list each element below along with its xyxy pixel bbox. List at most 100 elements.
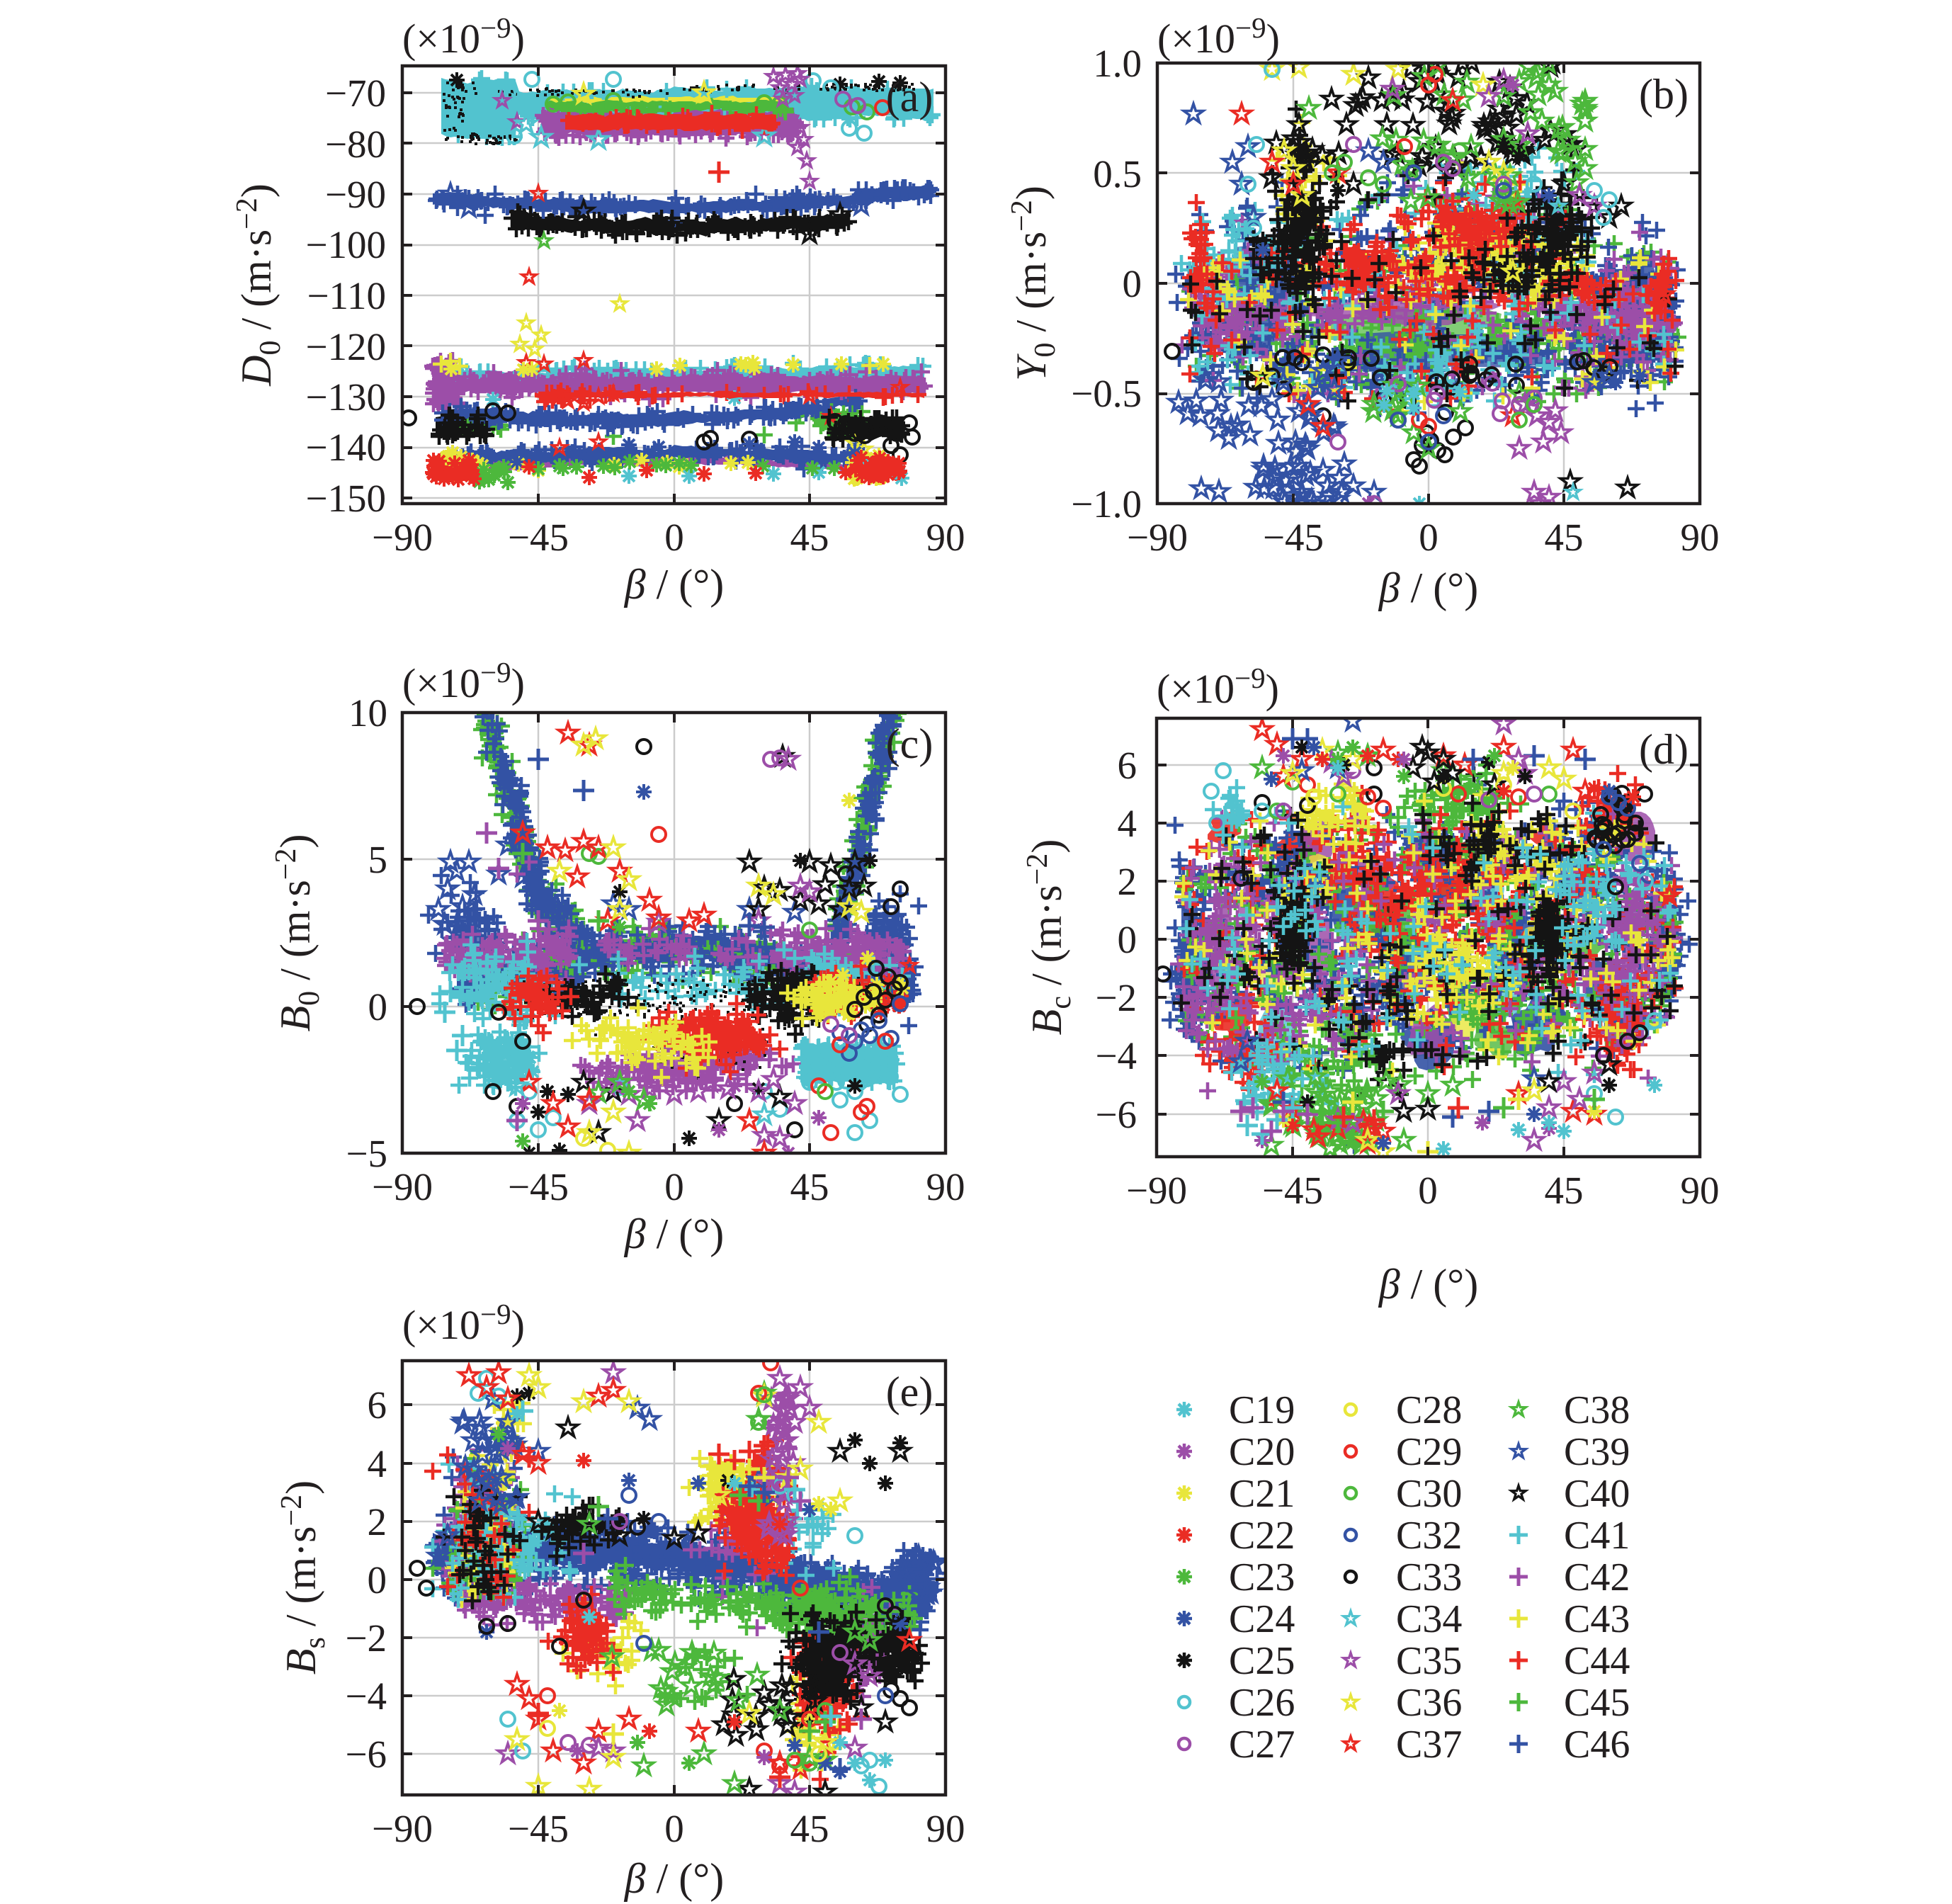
svg-text:−90: −90: [372, 1165, 433, 1208]
svg-text:C30: C30: [1396, 1472, 1462, 1516]
svg-text:(×10−9): (×10−9): [1157, 662, 1279, 712]
svg-text:C34: C34: [1396, 1597, 1462, 1641]
svg-text:−4: −4: [1095, 1034, 1137, 1077]
svg-text:B0 / (m·s−2): B0 / (m·s−2): [270, 834, 326, 1032]
svg-text:Bs / (m·s−2): Bs / (m·s−2): [276, 1480, 331, 1674]
svg-text:C24: C24: [1229, 1597, 1295, 1641]
svg-text:C32: C32: [1396, 1514, 1462, 1558]
svg-text:−150: −150: [305, 477, 386, 520]
svg-text:6: 6: [1118, 744, 1137, 787]
svg-text:0: 0: [664, 1165, 684, 1208]
svg-text:−130: −130: [305, 375, 386, 419]
svg-text:0: 0: [368, 985, 388, 1028]
svg-text:5: 5: [368, 838, 388, 881]
svg-text:Y0 / (m·s−2): Y0 / (m·s−2): [1006, 186, 1062, 381]
svg-text:β / (°): β / (°): [1378, 1261, 1479, 1308]
svg-text:C28: C28: [1396, 1388, 1462, 1432]
svg-text:Bc / (m·s−2): Bc / (m·s−2): [1021, 839, 1077, 1036]
svg-text:C37: C37: [1396, 1723, 1462, 1767]
svg-text:−120: −120: [305, 325, 386, 368]
svg-text:−100: −100: [305, 223, 386, 266]
svg-text:C46: C46: [1564, 1723, 1630, 1767]
svg-text:C20: C20: [1229, 1430, 1295, 1474]
svg-text:−45: −45: [508, 1165, 569, 1208]
svg-text:4: 4: [368, 1442, 387, 1485]
svg-text:90: 90: [1681, 516, 1720, 559]
svg-text:β / (°): β / (°): [624, 1855, 725, 1902]
svg-text:C19: C19: [1229, 1388, 1295, 1432]
svg-text:C23: C23: [1229, 1556, 1295, 1599]
svg-text:C44: C44: [1564, 1639, 1630, 1683]
svg-text:−2: −2: [1095, 976, 1137, 1019]
svg-text:β / (°): β / (°): [624, 1211, 725, 1257]
svg-text:C42: C42: [1564, 1556, 1630, 1599]
svg-text:−80: −80: [325, 123, 386, 166]
svg-text:(c): (c): [886, 720, 934, 767]
svg-text:−90: −90: [1126, 1169, 1187, 1212]
svg-text:β / (°): β / (°): [624, 561, 725, 608]
svg-text:0: 0: [664, 516, 684, 559]
svg-text:−45: −45: [508, 516, 569, 559]
svg-text:C39: C39: [1564, 1430, 1630, 1474]
svg-text:(b): (b): [1639, 71, 1689, 118]
svg-text:0: 0: [368, 1558, 387, 1602]
svg-text:−6: −6: [1095, 1093, 1137, 1136]
svg-text:C38: C38: [1564, 1388, 1630, 1432]
svg-text:−110: −110: [307, 274, 386, 317]
svg-text:C27: C27: [1229, 1723, 1295, 1767]
svg-text:(×10−9): (×10−9): [402, 1298, 525, 1348]
svg-text:6: 6: [368, 1383, 387, 1427]
svg-text:C22: C22: [1229, 1514, 1295, 1558]
svg-text:−45: −45: [508, 1807, 569, 1850]
svg-text:C35: C35: [1396, 1639, 1462, 1683]
svg-text:C45: C45: [1564, 1681, 1630, 1725]
svg-text:0.5: 0.5: [1093, 152, 1142, 196]
svg-text:0: 0: [664, 1807, 684, 1850]
svg-text:−90: −90: [372, 1807, 433, 1850]
svg-text:C40: C40: [1564, 1472, 1630, 1516]
svg-text:C33: C33: [1396, 1556, 1462, 1599]
svg-text:−5: −5: [346, 1132, 387, 1175]
svg-text:C26: C26: [1229, 1681, 1295, 1725]
svg-text:2: 2: [1118, 860, 1137, 903]
svg-text:45: 45: [1545, 1169, 1584, 1212]
svg-text:(a): (a): [886, 74, 934, 120]
svg-text:90: 90: [926, 1807, 965, 1850]
svg-text:0: 0: [1418, 1169, 1438, 1212]
svg-text:−140: −140: [305, 426, 386, 469]
svg-text:90: 90: [1681, 1169, 1720, 1212]
svg-text:−4: −4: [345, 1674, 387, 1718]
svg-text:90: 90: [926, 1165, 965, 1208]
svg-text:10: 10: [348, 691, 387, 735]
svg-text:−45: −45: [1262, 1169, 1323, 1212]
svg-text:C25: C25: [1229, 1639, 1295, 1683]
svg-text:−70: −70: [325, 72, 386, 115]
svg-text:(d): (d): [1639, 726, 1689, 773]
svg-text:−1.0: −1.0: [1071, 482, 1142, 526]
svg-text:C43: C43: [1564, 1597, 1630, 1641]
svg-text:−90: −90: [325, 173, 386, 216]
svg-text:90: 90: [926, 516, 965, 559]
svg-text:0: 0: [1118, 918, 1137, 961]
svg-text:(e): (e): [886, 1368, 934, 1415]
svg-text:2: 2: [368, 1500, 387, 1543]
svg-text:D0 / (m·s−2): D0 / (m·s−2): [231, 183, 287, 387]
svg-text:0: 0: [1419, 516, 1439, 559]
svg-text:−6: −6: [345, 1733, 387, 1776]
svg-text:−0.5: −0.5: [1071, 372, 1142, 415]
svg-text:−90: −90: [1127, 516, 1188, 559]
svg-text:45: 45: [790, 1807, 829, 1850]
svg-text:C29: C29: [1396, 1430, 1462, 1474]
svg-text:−90: −90: [372, 516, 433, 559]
svg-text:−2: −2: [345, 1616, 387, 1660]
svg-text:45: 45: [790, 516, 829, 559]
svg-text:0: 0: [1123, 262, 1142, 305]
svg-text:C21: C21: [1229, 1472, 1295, 1516]
svg-text:45: 45: [1545, 516, 1584, 559]
svg-text:45: 45: [790, 1165, 829, 1208]
svg-text:β / (°): β / (°): [1378, 565, 1479, 611]
svg-text:1.0: 1.0: [1093, 42, 1142, 85]
svg-text:C36: C36: [1396, 1681, 1462, 1725]
svg-text:4: 4: [1118, 802, 1137, 845]
svg-text:−45: −45: [1263, 516, 1324, 559]
